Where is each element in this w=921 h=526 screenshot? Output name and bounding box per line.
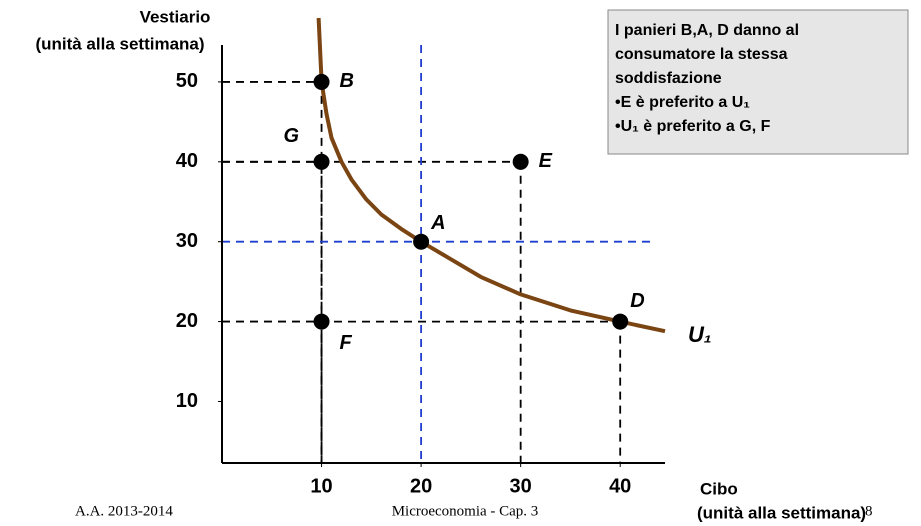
y-tick-label: 30 [176, 230, 198, 252]
footer-right: 8 [865, 503, 873, 519]
y-tick-label: 10 [176, 390, 198, 412]
point-label: D [630, 290, 644, 312]
note-line: consumatore la stessa [615, 46, 788, 63]
point [313, 73, 330, 90]
x-axis-label: Cibo [700, 479, 738, 498]
note-box [607, 9, 909, 155]
point [512, 153, 529, 170]
curve-label: U₁ [688, 322, 712, 347]
point [413, 233, 430, 250]
note-line: soddisfazione [615, 70, 722, 87]
point-label: E [539, 150, 553, 172]
y-tick-label: 20 [176, 310, 198, 332]
x-tick-label: 40 [609, 475, 631, 497]
x-tick-label: 20 [410, 475, 432, 497]
point-label: G [284, 125, 300, 147]
x-axis-label: (unità alla settimana) [697, 503, 866, 522]
y-tick-label: 50 [176, 70, 198, 92]
note-line: I panieri B,A, D danno al [615, 22, 799, 39]
point-label: B [340, 70, 354, 92]
point [612, 313, 629, 330]
note-line: •U₁ è preferito a G, F [615, 118, 771, 135]
point [313, 313, 330, 330]
y-axis-label: (unità alla settimana) [35, 34, 204, 53]
indifference-curve [316, 17, 666, 334]
footer-center: Microeconomia - Cap. 3 [392, 503, 539, 519]
footer-left: A.A. 2013-2014 [75, 503, 173, 519]
y-axis-label: Vestiario [140, 7, 211, 26]
point [313, 153, 330, 170]
x-tick-label: 30 [510, 475, 532, 497]
point-label: F [340, 332, 353, 354]
y-tick-label: 40 [176, 150, 198, 172]
note-line: •E è preferito a U₁ [615, 94, 750, 111]
x-tick-label: 10 [310, 475, 332, 497]
point-label: A [430, 212, 445, 234]
